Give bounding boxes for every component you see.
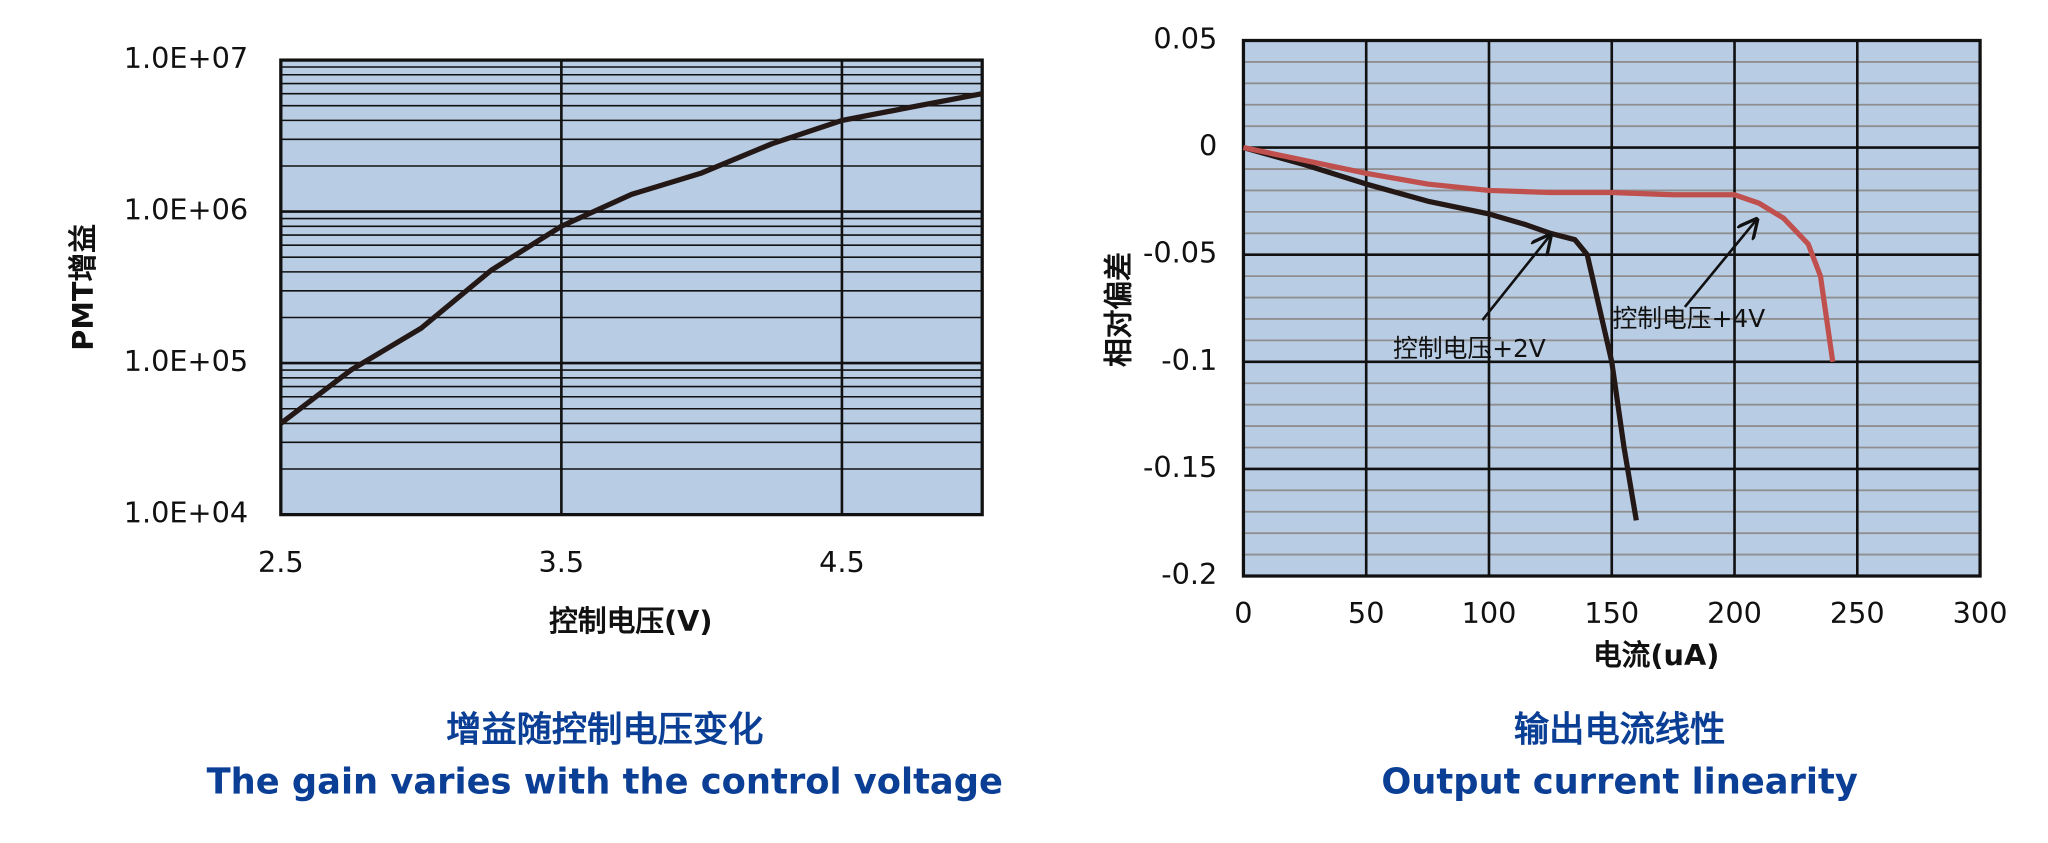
y-axis-title: PMT增益 xyxy=(66,224,100,351)
data-line xyxy=(279,91,983,426)
y-tick-label: 1.0E+05 xyxy=(124,344,248,378)
y-tick-label: -0.1 xyxy=(1161,343,1217,377)
x-tick-label: 300 xyxy=(1953,596,2008,630)
annotation-arrow xyxy=(1481,235,1550,321)
plot-background xyxy=(280,60,983,515)
y-tick-label: 0.05 xyxy=(1153,22,1217,56)
x-tick-label: 200 xyxy=(1707,596,1762,630)
x-tick-label: 0 xyxy=(1234,596,1252,630)
y-tick-label: 1.0E+04 xyxy=(124,496,248,530)
x-tick-label: 4.5 xyxy=(819,545,865,579)
y-tick-label: 1.0E+07 xyxy=(124,41,248,75)
y-tick-label: -0.15 xyxy=(1143,450,1217,484)
x-tick-label: 3.5 xyxy=(539,545,585,579)
plot-frame xyxy=(1241,38,1982,578)
x-axis-title: 电流(uA) xyxy=(1593,638,1719,672)
chart-title: 增益随控制电压变化 xyxy=(446,709,763,750)
chart-subtitle: The gain varies with the control voltage xyxy=(207,762,1003,803)
x-tick-label: 250 xyxy=(1830,596,1885,630)
chart-title: 输出电流线性 xyxy=(1514,709,1726,750)
series-label: 控制电压+4V xyxy=(1612,304,1765,333)
data-line xyxy=(1242,145,1836,363)
y-tick-label: -0.05 xyxy=(1143,236,1217,270)
y-tick-label: 0 xyxy=(1199,129,1217,163)
plot-frame xyxy=(279,58,984,517)
y-tick-label: 1.0E+06 xyxy=(124,193,248,227)
series-label: 控制电压+2V xyxy=(1393,334,1546,363)
x-axis-title: 控制电压(V) xyxy=(549,604,712,638)
x-tick-label: 150 xyxy=(1584,596,1639,630)
y-tick-label: -0.2 xyxy=(1161,557,1217,591)
x-tick-label: 100 xyxy=(1462,596,1517,630)
x-tick-label: 50 xyxy=(1348,596,1385,630)
y-axis-title: 相对偏差 xyxy=(1102,252,1136,367)
chart-subtitle: Output current linearity xyxy=(1381,762,1858,803)
x-tick-label: 2.5 xyxy=(258,545,304,579)
annotation-arrow xyxy=(1683,219,1757,308)
